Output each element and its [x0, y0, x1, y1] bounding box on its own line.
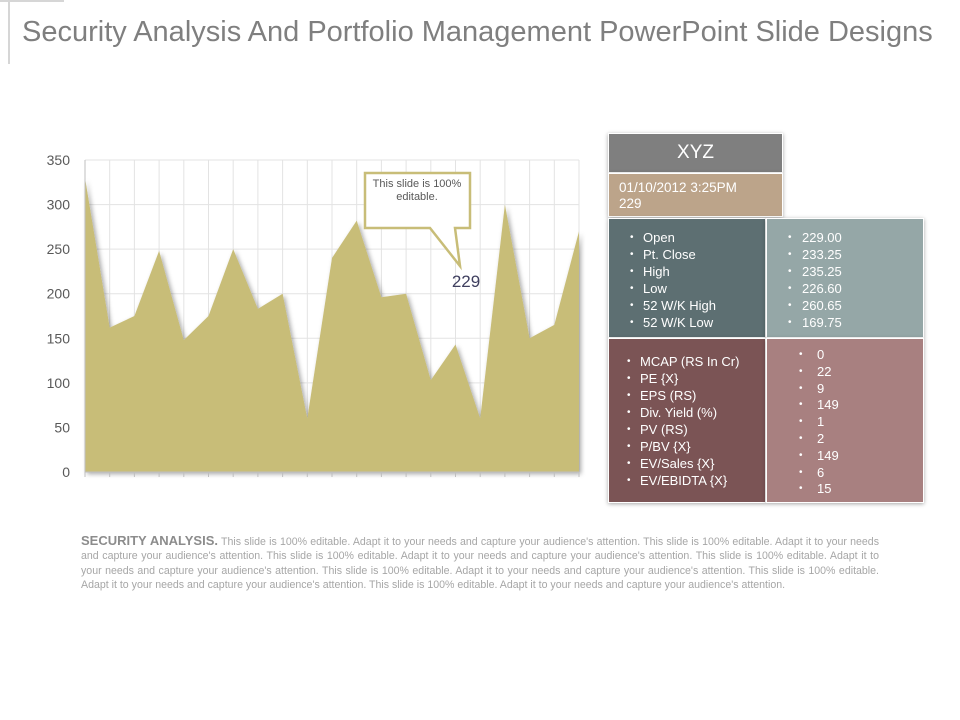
- ticker-name: XYZ: [677, 142, 714, 163]
- price-label: Low: [627, 280, 765, 297]
- ratio-value: 149: [787, 397, 923, 414]
- y-tick-label: 100: [47, 375, 71, 391]
- price-value: 260.65: [785, 297, 923, 314]
- ratio-label: Div. Yield (%): [624, 404, 765, 421]
- ratio-value: 149: [787, 448, 923, 465]
- ratio-value: 15: [787, 481, 923, 498]
- description-body: This slide is 100% editable. Adapt it to…: [81, 536, 879, 592]
- ratio-label: PV (RS): [624, 421, 765, 438]
- ratio-value: 0: [787, 347, 923, 364]
- description-heading: SECURITY ANALYSIS.: [81, 533, 218, 548]
- ratio-label: MCAP (RS In Cr): [624, 353, 765, 370]
- price-label: 52 W/K Low: [627, 314, 765, 331]
- price-label: Open: [627, 229, 765, 246]
- price-label: High: [627, 263, 765, 280]
- ticker-quote-box: 01/10/2012 3:25PM 229: [608, 173, 783, 217]
- callout-bubble: [363, 171, 472, 271]
- price-value: 229.00: [785, 229, 923, 246]
- y-tick-label: 300: [47, 197, 71, 213]
- price-value: 226.60: [785, 280, 923, 297]
- ratio-label: EPS (RS): [624, 387, 765, 404]
- slide-title: Security Analysis And Portfolio Manageme…: [22, 16, 933, 48]
- ratio-label: P/BV {X}: [624, 438, 765, 455]
- y-tick-label: 150: [47, 330, 71, 346]
- y-tick-label: 50: [54, 419, 70, 435]
- price-value: 235.25: [785, 263, 923, 280]
- description-paragraph: SECURITY ANALYSIS. This slide is 100% ed…: [81, 533, 879, 593]
- ratio-value: 2: [787, 431, 923, 448]
- ratio-values-cell: 022914912149615: [766, 338, 924, 503]
- callout-annotation-text: This slide is 100% editable.: [372, 178, 462, 203]
- ratio-label: EV/EBIDTA {X}: [624, 472, 765, 489]
- ticker-name-header: XYZ: [608, 133, 783, 173]
- ratio-value: 6: [787, 465, 923, 482]
- price-label: 52 W/K High: [627, 297, 765, 314]
- ratio-labels-cell: MCAP (RS In Cr)PE {X}EPS (RS)Div. Yield …: [608, 338, 766, 503]
- ticker-date-time: 01/10/2012 3:25PM: [619, 180, 737, 195]
- ratio-value: 1: [787, 414, 923, 431]
- corner-bracket-decoration: [0, 0, 64, 64]
- ratio-value: 9: [787, 381, 923, 398]
- price-label: Pt. Close: [627, 246, 765, 263]
- callout-value-label: 229: [451, 272, 481, 291]
- y-tick-label: 200: [47, 286, 71, 302]
- price-value: 169.75: [785, 314, 923, 331]
- y-tick-label: 350: [47, 152, 71, 168]
- ratio-value: 22: [787, 364, 923, 381]
- price-labels-cell: OpenPt. CloseHighLow52 W/K High52 W/K Lo…: [608, 218, 766, 338]
- y-tick-label: 0: [62, 464, 70, 480]
- price-values-cell: 229.00233.25235.25226.60260.65169.75: [766, 218, 924, 338]
- price-value: 233.25: [785, 246, 923, 263]
- area-series: [85, 177, 579, 473]
- ratio-label: EV/Sales {X}: [624, 455, 765, 472]
- ratio-label: PE {X}: [624, 370, 765, 387]
- ticker-price: 229: [619, 196, 642, 211]
- y-tick-label: 250: [47, 241, 71, 257]
